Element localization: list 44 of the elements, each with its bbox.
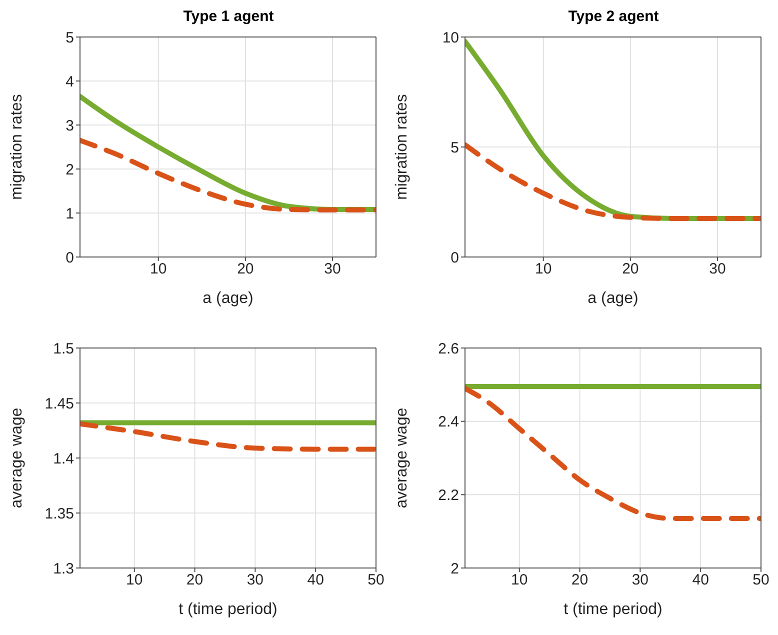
y-tick-label: 10 xyxy=(442,29,459,46)
chart-title: Type 1 agent xyxy=(182,8,275,26)
x-tick-label: 20 xyxy=(571,572,588,589)
chart-title: Type 2 agent xyxy=(567,8,660,26)
y-axis-title: migration rates xyxy=(394,94,411,200)
x-axis-title: a (age) xyxy=(588,290,638,307)
y-tick-label: 2 xyxy=(66,161,74,178)
y-tick-label: 3 xyxy=(66,117,74,134)
y-tick-label: 1.35 xyxy=(44,505,74,522)
y-tick-label: 0 xyxy=(450,249,459,266)
y-tick-label: 1.5 xyxy=(53,340,74,358)
y-axis-title: migration rates xyxy=(8,94,26,200)
x-tick-label: 20 xyxy=(237,260,254,278)
y-tick-label: 0 xyxy=(66,249,74,266)
x-axis-title: a (age) xyxy=(202,290,254,307)
y-tick-label: 1.4 xyxy=(53,450,74,468)
x-tick-label: 40 xyxy=(307,572,324,589)
x-tick-label: 50 xyxy=(752,572,770,589)
y-tick-label: 1 xyxy=(66,205,74,222)
y-axis-title: average wage xyxy=(8,408,26,508)
y-axis-title: average wage xyxy=(394,408,411,508)
x-axis-title: t (time period) xyxy=(564,601,662,618)
y-tick-label: 1.45 xyxy=(44,395,74,412)
y-tick-label: 2 xyxy=(450,560,459,578)
x-tick-label: 10 xyxy=(126,572,143,589)
y-tick-label: 4 xyxy=(66,73,74,90)
y-tick-label: 2.2 xyxy=(438,486,459,504)
x-axis-title: t (time period) xyxy=(178,601,278,618)
y-tick-label: 5 xyxy=(450,139,459,156)
x-tick-label: 20 xyxy=(622,260,639,278)
x-tick-label: 10 xyxy=(150,260,167,278)
x-tick-label: 50 xyxy=(368,572,384,589)
x-tick-label: 10 xyxy=(511,572,528,589)
x-tick-label: 30 xyxy=(246,572,264,589)
x-tick-label: 30 xyxy=(324,260,341,278)
x-tick-label: 20 xyxy=(186,572,204,589)
x-tick-label: 40 xyxy=(692,572,709,589)
y-tick-label: 1.3 xyxy=(53,560,74,578)
y-tick-label: 5 xyxy=(66,29,74,46)
y-tick-label: 2.6 xyxy=(438,340,459,358)
x-tick-label: 10 xyxy=(535,260,552,278)
y-tick-label: 2.4 xyxy=(438,414,459,431)
x-tick-label: 30 xyxy=(709,260,726,278)
x-tick-label: 30 xyxy=(632,572,649,589)
